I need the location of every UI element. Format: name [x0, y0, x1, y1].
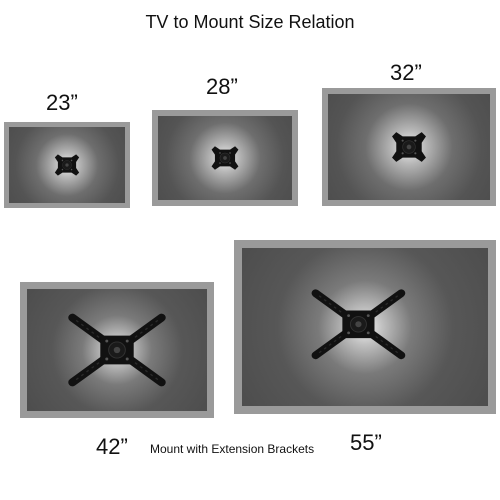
mount-caption: Mount with Extension Brackets [150, 442, 315, 456]
tv-42 [20, 282, 214, 418]
extended-mount-icon [242, 248, 488, 406]
tv-size-label-42: 42” [96, 434, 128, 459]
tv-28 [152, 110, 298, 206]
tv-23 [4, 122, 130, 208]
tv-size-label-55: 55” [350, 430, 382, 455]
tv-55 [234, 240, 496, 414]
page-title: TV to Mount Size Relation [145, 12, 355, 32]
tv-wall-mount-icon [211, 145, 239, 171]
tv-size-label-23: 23” [46, 90, 78, 115]
tv-wall-mount-icon [391, 131, 427, 163]
tv-wall-mount-icon [54, 153, 80, 177]
tv-size-label-32: 32” [390, 60, 422, 85]
tv-32 [322, 88, 496, 206]
tv-size-label-28: 28” [206, 74, 238, 99]
extended-mount-icon [27, 289, 207, 411]
